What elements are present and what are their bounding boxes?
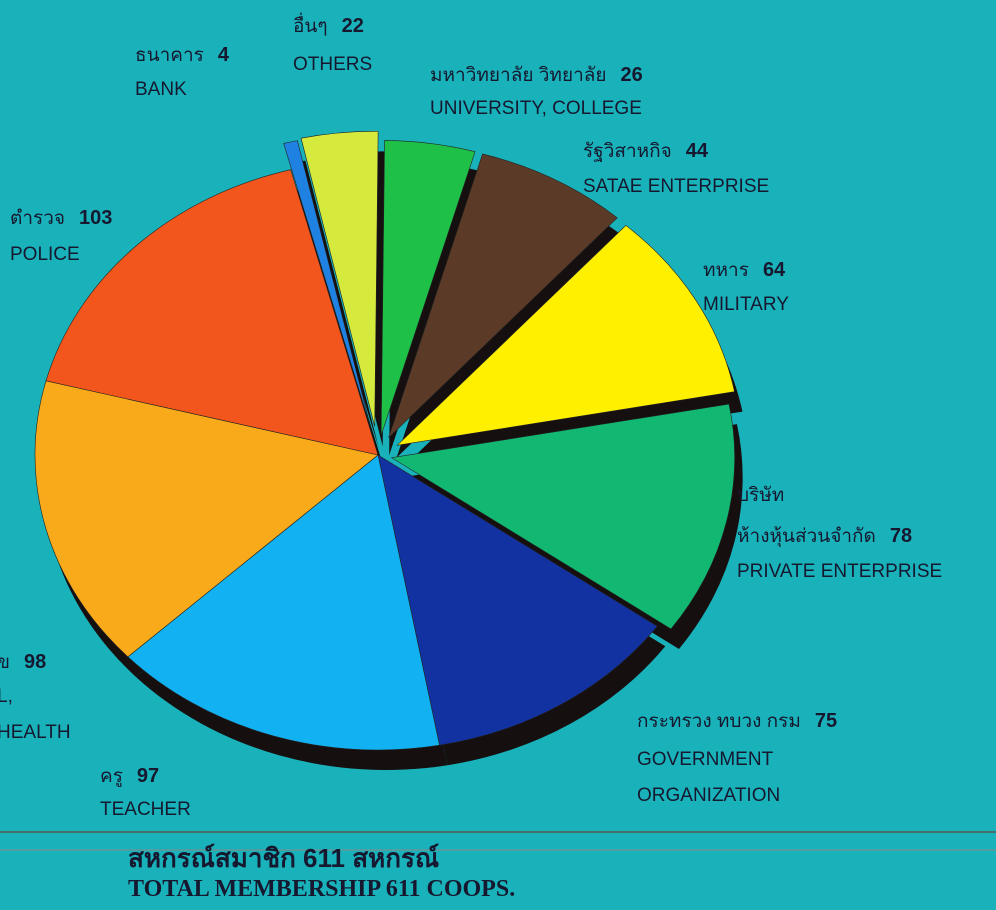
category-label: ครู [100, 766, 123, 787]
slice [283, 140, 372, 429]
label-english: MILITARY [703, 294, 789, 315]
label-english: HEALTH [0, 722, 71, 743]
label-english: TEACHER [100, 799, 191, 820]
value-label: 4 [217, 44, 229, 66]
label-thai: ห้างหุ้นส่วนจำกัด 78 [737, 525, 912, 548]
category-label: กระทรวง ทบวง กรม [637, 711, 801, 732]
slice [300, 131, 379, 427]
label-english: POLICE [10, 244, 80, 265]
label-english: L, [0, 686, 13, 707]
value-label: 44 [685, 140, 709, 162]
label-thai: อื่นๆ 22 [293, 15, 364, 38]
label-thai: ทหาร 64 [703, 259, 785, 282]
slice [390, 403, 735, 630]
category-label: ธนาคาร [135, 45, 204, 66]
label-thai: ธนาคาร 4 [135, 44, 229, 67]
total-thai: สหกรณ์สมาชิก 611 สหกรณ์ [128, 843, 440, 873]
slice [127, 454, 440, 751]
slice [380, 140, 476, 436]
label-thai: ตำรวจ 103 [10, 207, 112, 230]
label-english: BANK [135, 79, 187, 100]
value-label: 75 [814, 710, 838, 732]
category-label: ตำรวจ [10, 208, 66, 229]
label-english: GOVERNMENT [637, 749, 774, 770]
label-thai: ข 98 [0, 651, 46, 674]
category-label: อื่นๆ [293, 16, 328, 37]
slice [377, 454, 658, 746]
label-thai: รัฐวิสาหกิจ 44 [583, 140, 708, 163]
label-thai: กระทรวง ทบวง กรม 75 [637, 710, 837, 733]
slice [388, 153, 618, 438]
value-label: 26 [620, 64, 643, 86]
label-english: ORGANIZATION [637, 785, 781, 806]
slice [34, 380, 379, 658]
value-label: 98 [24, 651, 47, 673]
category-label: รัฐวิสาหกิจ [583, 141, 672, 162]
value-label: 64 [762, 259, 786, 281]
category-label: ข [0, 652, 10, 673]
label-english: OTHERS [293, 54, 373, 75]
category-label: ทหาร [703, 260, 749, 281]
value-label: 103 [79, 207, 113, 229]
label-thai: มหาวิทยาลัย วิทยาลัย 26 [430, 64, 643, 87]
value-label: 97 [136, 765, 160, 787]
category-label: มหาวิทยาลัย วิทยาลัย [430, 65, 607, 86]
value-label: 78 [889, 525, 913, 547]
category-label: ห้างหุ้นส่วนจำกัด [737, 526, 876, 547]
value-label: 22 [341, 15, 364, 37]
label-english: PRIVATE ENTERPRISE [737, 561, 943, 582]
label-english: UNIVERSITY, COLLEGE [430, 98, 642, 119]
label-thai-prefix: บริษัท [737, 485, 785, 506]
slice [45, 169, 379, 456]
total-english: TOTAL MEMBERSHIP 611 COOPS. [128, 876, 516, 902]
slice [396, 225, 735, 446]
label-english: SATAE ENTERPRISE [583, 176, 770, 197]
label-thai: ครู 97 [100, 765, 159, 788]
